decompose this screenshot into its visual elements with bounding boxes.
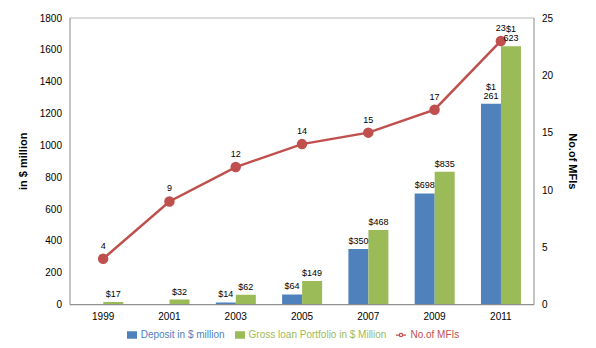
svg-text:800: 800	[45, 172, 62, 183]
svg-text:15: 15	[542, 127, 554, 138]
svg-text:15: 15	[363, 115, 373, 125]
svg-text:$468: $468	[368, 217, 388, 227]
html-text:Gross loan Portfolio in $ Mill: Gross loan Portfolio in $ Million	[248, 328, 387, 340]
svg-text:1800: 1800	[40, 13, 63, 24]
svg-text:23: 23	[496, 23, 506, 33]
svg-text:$32: $32	[172, 287, 187, 297]
html-text:No.of MFIs: No.of MFIs	[410, 328, 460, 340]
svg-text:2007: 2007	[357, 311, 380, 322]
svg-text:$835: $835	[435, 159, 455, 169]
svg-text:1999: 1999	[92, 311, 115, 322]
svg-text:1200: 1200	[40, 108, 63, 119]
svg-text:$14: $14	[218, 289, 233, 299]
svg-text:1000: 1000	[40, 140, 63, 151]
svg-text:0: 0	[542, 299, 548, 310]
svg-text:400: 400	[45, 235, 62, 246]
svg-text:12: 12	[231, 149, 241, 159]
svg-text:2001: 2001	[158, 311, 181, 322]
svg-text:1600: 1600	[40, 44, 63, 55]
svg-text:17: 17	[430, 92, 440, 102]
svg-text:2009: 2009	[423, 311, 446, 322]
svg-text:$62: $62	[238, 282, 253, 292]
svg-text:2005: 2005	[291, 311, 314, 322]
svg-text:0: 0	[56, 299, 62, 310]
svg-text:5: 5	[542, 242, 548, 253]
svg-text:4: 4	[101, 241, 106, 251]
svg-text:$350: $350	[348, 236, 368, 246]
svg-text:$1261: $1261	[483, 82, 498, 101]
svg-text:2011: 2011	[490, 311, 512, 322]
svg-text:10: 10	[542, 185, 554, 196]
svg-text:25: 25	[542, 13, 554, 24]
svg-text:1400: 1400	[40, 76, 63, 87]
svg-text:$698: $698	[415, 180, 435, 190]
svg-text:600: 600	[45, 204, 62, 215]
svg-text:9: 9	[167, 183, 172, 193]
svg-text:No.of MFIs: No.of MFIs	[567, 133, 579, 189]
html-text:623: 623	[503, 33, 519, 44]
svg-text:$17: $17	[106, 289, 121, 299]
svg-text:$64: $64	[285, 281, 300, 291]
svg-text:20: 20	[542, 70, 554, 81]
svg-text:in $ million: in $ million	[17, 132, 29, 190]
html-text:Deposit in $ million: Deposit in $ million	[140, 328, 225, 340]
svg-text:14: 14	[297, 126, 307, 136]
svg-text:2003: 2003	[225, 311, 248, 322]
svg-text:200: 200	[45, 267, 62, 278]
html-text:$1: $1	[506, 24, 516, 35]
svg-text:$149: $149	[302, 268, 322, 278]
